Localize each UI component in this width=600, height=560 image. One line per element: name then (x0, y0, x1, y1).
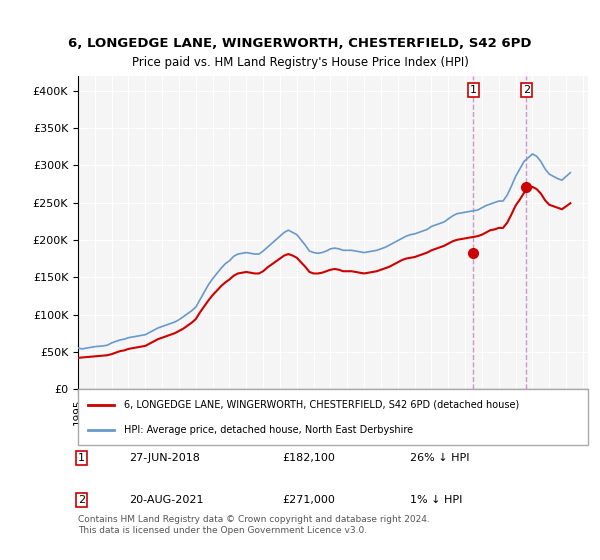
Text: 1: 1 (470, 85, 477, 95)
Text: Contains HM Land Registry data © Crown copyright and database right 2024.
This d: Contains HM Land Registry data © Crown c… (78, 515, 430, 535)
Text: 20-AUG-2021: 20-AUG-2021 (129, 495, 203, 505)
Text: HPI: Average price, detached house, North East Derbyshire: HPI: Average price, detached house, Nort… (124, 424, 413, 435)
Text: 1: 1 (78, 453, 85, 463)
Text: 2: 2 (78, 495, 85, 505)
Text: 6, LONGEDGE LANE, WINGERWORTH, CHESTERFIELD, S42 6PD (detached house): 6, LONGEDGE LANE, WINGERWORTH, CHESTERFI… (124, 400, 519, 410)
Text: £182,100: £182,100 (282, 453, 335, 463)
Text: £271,000: £271,000 (282, 495, 335, 505)
Text: 2: 2 (523, 85, 530, 95)
Text: 26% ↓ HPI: 26% ↓ HPI (409, 453, 469, 463)
Text: 27-JUN-2018: 27-JUN-2018 (129, 453, 200, 463)
Text: 6, LONGEDGE LANE, WINGERWORTH, CHESTERFIELD, S42 6PD: 6, LONGEDGE LANE, WINGERWORTH, CHESTERFI… (68, 38, 532, 50)
FancyBboxPatch shape (78, 389, 588, 445)
Text: Price paid vs. HM Land Registry's House Price Index (HPI): Price paid vs. HM Land Registry's House … (131, 56, 469, 69)
Text: 1% ↓ HPI: 1% ↓ HPI (409, 495, 462, 505)
